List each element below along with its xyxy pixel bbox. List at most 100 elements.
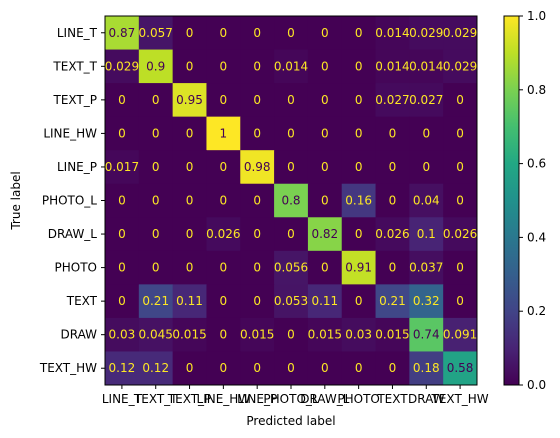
heatmap-cell-value: 0.029: [105, 59, 139, 73]
heatmap-cell-value: 0: [355, 294, 363, 308]
heatmap-cell-value: 0: [186, 194, 194, 208]
heatmap-cell-value: 0.015: [240, 328, 274, 342]
heatmap-cell-value: 0: [287, 361, 295, 375]
heatmap-cell: [138, 183, 174, 218]
heatmap-cell-value: 0: [287, 328, 295, 342]
heatmap-cell: [240, 49, 275, 84]
heatmap-cell: [307, 16, 343, 51]
heatmap-cell-value: 0.82: [311, 227, 338, 241]
x-tick-label: LINE_HW: [197, 392, 251, 406]
x-tick-label: LINE_P: [237, 392, 277, 406]
heatmap-cell-value: 0.045: [139, 328, 173, 342]
heatmap-cell-value: 0.029: [409, 26, 443, 40]
heatmap-cell-value: 0: [321, 261, 329, 275]
heatmap-cell: [105, 250, 140, 285]
heatmap-cell: [409, 250, 444, 285]
heatmap-cell-value: 0: [186, 227, 194, 241]
heatmap-cell: [105, 217, 140, 252]
heatmap-cell: [307, 217, 343, 252]
y-tick-label: TEXT: [66, 294, 98, 308]
heatmap-cell: [274, 317, 309, 352]
heatmap-cell-value: 0: [389, 261, 397, 275]
heatmap-cell-value: 0: [355, 93, 363, 107]
heatmap-cell-value: 0: [389, 194, 397, 208]
y-axis-title: True label: [9, 171, 23, 230]
heatmap-cell: [274, 116, 309, 151]
x-tick-label: PHOTO_L: [263, 392, 318, 406]
heatmap-cell: [105, 284, 140, 319]
heatmap-cell: [206, 250, 241, 285]
heatmap-cell-value: 0.017: [105, 160, 139, 174]
heatmap-cell-value: 0.21: [379, 294, 406, 308]
heatmap-cell: [138, 351, 174, 386]
heatmap-cell-value: 0: [456, 126, 464, 140]
heatmap-cell-value: 0.014: [375, 26, 409, 40]
heatmap-cell: [240, 250, 275, 285]
heatmap-cell-value: 0: [220, 294, 228, 308]
heatmap-cell: [443, 116, 478, 151]
heatmap-cell: [443, 284, 478, 319]
heatmap-cell-value: 0: [389, 126, 397, 140]
heatmap-cell: [274, 250, 309, 285]
heatmap-cell: [307, 150, 343, 185]
heatmap-cell: [409, 83, 444, 118]
heatmap-cell: [105, 116, 140, 151]
heatmap-cell-value: 0.03: [345, 328, 372, 342]
colorbar-tick-label: 1.0: [527, 9, 546, 23]
heatmap-cell-value: 0.04: [413, 194, 440, 208]
heatmap-cell: [138, 250, 174, 285]
heatmap-cell-value: 0: [253, 227, 261, 241]
heatmap-cell: [172, 150, 207, 185]
heatmap-cell: [138, 317, 174, 352]
heatmap-cell-value: 0: [456, 261, 464, 275]
heatmap-cell: [240, 83, 275, 118]
heatmap-cell-value: 0.027: [375, 93, 409, 107]
heatmap-cell-value: 0.015: [172, 328, 206, 342]
heatmap-cell: [138, 49, 174, 84]
heatmap-cell: [307, 49, 343, 84]
heatmap-cell-value: 0: [220, 194, 228, 208]
heatmap-cell-value: 0: [287, 126, 295, 140]
heatmap-cell-value: 0: [355, 59, 363, 73]
heatmap-cell: [240, 116, 275, 151]
heatmap-cell: [443, 83, 478, 118]
heatmap-cell: [206, 284, 241, 319]
heatmap-cell-value: 0: [456, 93, 464, 107]
x-tick-label: DRAW: [408, 392, 445, 406]
heatmap-cell: [206, 16, 241, 51]
heatmap-cell: [274, 351, 309, 386]
heatmap-cell: [172, 250, 207, 285]
x-tick-label: TEXT_HW: [431, 392, 489, 406]
x-tick-label: TEXT_P: [167, 392, 212, 406]
heatmap-cell-value: 0: [287, 160, 295, 174]
heatmap-cell-value: 0: [152, 227, 160, 241]
heatmap-cell-value: 0: [321, 59, 329, 73]
heatmap-cell: [105, 317, 140, 352]
heatmap-cell: [274, 217, 309, 252]
heatmap-cell: [172, 351, 207, 386]
heatmap-cell-value: 0.026: [375, 227, 409, 241]
heatmap-cell: [409, 16, 444, 51]
heatmap-cell-value: 0: [118, 93, 126, 107]
heatmap-cell: [443, 317, 478, 352]
y-tick-label: DRAW: [60, 328, 97, 342]
heatmap-cell: [172, 16, 207, 51]
colorbar-tick-label: 0.4: [527, 230, 546, 244]
heatmap-cell: [375, 217, 410, 252]
x-axis-title: Predicted label: [246, 414, 335, 428]
heatmap-cell-value: 0: [422, 126, 430, 140]
heatmap-cell: [172, 49, 207, 84]
x-tick-label: TEXT_T: [133, 392, 178, 406]
heatmap-cell: [443, 351, 478, 386]
colorbar-tick-label: 0.0: [527, 378, 546, 392]
heatmap-cell-value: 0: [220, 361, 228, 375]
heatmap-cell: [206, 317, 241, 352]
heatmap-cell-value: 0: [253, 194, 261, 208]
heatmap-cell: [341, 351, 377, 386]
heatmap-cell: [443, 16, 478, 51]
heatmap-cell-value: 0: [321, 93, 329, 107]
heatmap-cell: [105, 16, 140, 51]
heatmap-cell-value: 0: [422, 160, 430, 174]
heatmap-cell: [105, 150, 140, 185]
